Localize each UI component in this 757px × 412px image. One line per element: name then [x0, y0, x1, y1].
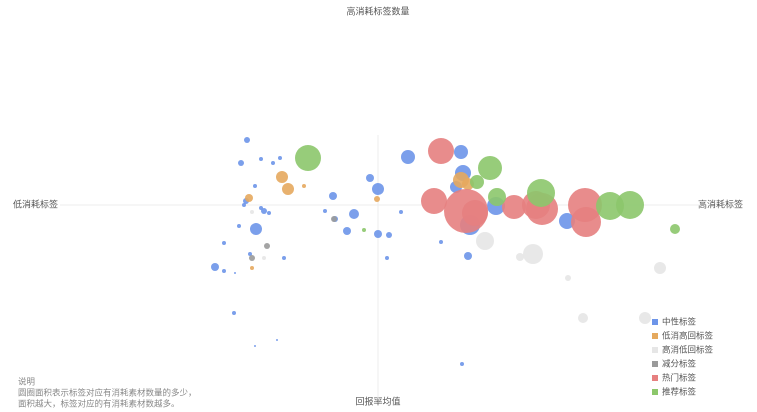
bubble: [559, 213, 575, 229]
bubble: [401, 150, 415, 164]
legend-label: 低消高回标签: [662, 331, 714, 342]
legend-swatch: [652, 319, 658, 325]
bubble: [302, 184, 306, 188]
bubble: [295, 145, 321, 171]
bubble: [276, 171, 288, 183]
bubble: [374, 196, 380, 202]
note-line: 圆圈面积表示标签对应有消耗素材数量的多少，: [18, 388, 197, 399]
bubble: [248, 252, 252, 256]
bubble: [261, 208, 267, 214]
bubble: [253, 184, 257, 188]
bubble: [372, 183, 384, 195]
bubble: [460, 362, 464, 366]
bubble: [259, 157, 263, 161]
legend-swatch: [652, 375, 658, 381]
legend-label: 热门标签: [662, 373, 697, 384]
bubble: [654, 262, 666, 274]
bubble: [238, 160, 244, 166]
bubble: [278, 156, 282, 160]
bubble: [264, 243, 270, 249]
legend-label: 推荐标签: [662, 387, 697, 398]
bubble: [249, 255, 255, 261]
bubble: [232, 311, 236, 315]
bubble: [237, 224, 241, 228]
bubble: [276, 339, 278, 341]
bubble: [476, 232, 494, 250]
bubble: [262, 256, 266, 260]
bubble: [250, 223, 262, 235]
bubble: [670, 224, 680, 234]
bubble: [439, 240, 443, 244]
bubble: [211, 263, 219, 271]
left-label: 低消耗标签: [13, 199, 58, 211]
bubble: [565, 275, 571, 281]
bubble: [267, 211, 271, 215]
top-label: 高消耗标签数量: [346, 6, 409, 18]
bubble: [242, 203, 246, 207]
bubble: [478, 156, 502, 180]
bubble: [331, 216, 337, 222]
legend-swatch: [652, 333, 658, 339]
legend-label: 高消低回标签: [662, 345, 714, 356]
bubble: [366, 174, 374, 182]
bubble: [527, 179, 555, 207]
bubble: [323, 209, 327, 213]
bubble: [454, 145, 468, 159]
bubble: [523, 244, 543, 264]
bubble: [462, 200, 488, 226]
bubble: [222, 269, 226, 273]
bottom-label: 回报率均值: [355, 396, 400, 408]
legend-swatch: [652, 361, 658, 367]
legend-label: 减分标签: [662, 359, 697, 370]
bubble: [464, 252, 472, 260]
bubble: [421, 188, 447, 214]
bubble: [399, 210, 403, 214]
bubble: [244, 137, 250, 143]
bubble: [282, 256, 286, 260]
bubble: [616, 191, 644, 219]
bubble: [578, 313, 588, 323]
bubble: [250, 210, 254, 214]
note-line: 说明: [18, 377, 35, 388]
bubble: [502, 195, 526, 219]
bubble: [362, 228, 366, 232]
bubble: [343, 227, 351, 235]
bubble: [385, 256, 389, 260]
bubble: [488, 188, 506, 206]
bubble: [254, 345, 256, 347]
bubble: [516, 253, 524, 261]
bubble: [234, 272, 236, 274]
bubble: [271, 161, 275, 165]
bubble: [428, 138, 454, 164]
bubble: [282, 183, 294, 195]
legend-swatch: [652, 389, 658, 395]
bubble: [374, 230, 382, 238]
bubble: [329, 192, 337, 200]
bubble: [470, 175, 484, 189]
bubble: [639, 312, 651, 324]
legend-swatch: [652, 347, 658, 353]
bubble: [349, 209, 359, 219]
bubble: [596, 192, 624, 220]
bubble: [250, 266, 254, 270]
right-label: 高消耗标签: [698, 199, 743, 211]
bubble: [245, 194, 253, 202]
note-line: 面积越大，标签对应的有消耗素材数越多。: [18, 399, 180, 410]
bubble: [222, 241, 226, 245]
bubble: [571, 207, 601, 237]
legend-label: 中性标签: [662, 317, 697, 328]
bubble: [386, 232, 392, 238]
